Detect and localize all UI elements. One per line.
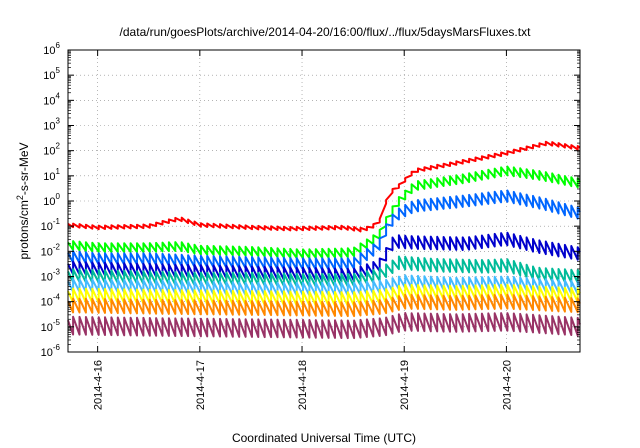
y-axis-title-suffix: -s-sr-MeV xyxy=(17,142,31,195)
y-tick-labels: 10-6 10-5 10-4 10-3 10-2 10-1 100 101 102 103 104 1… xyxy=(41,41,61,359)
y-tick-label: 101 xyxy=(43,167,60,183)
x-tick-label: 2014-4-17 xyxy=(195,360,207,410)
y-tick-label: 102 xyxy=(43,142,60,158)
y-tick-label: 105 xyxy=(43,66,60,82)
series-line-3 xyxy=(67,189,581,271)
y-axis-title-sup: 2 xyxy=(15,195,25,200)
x-tick-label: 2014-4-19 xyxy=(399,360,411,410)
y-tick-label: 10-4 xyxy=(41,293,61,309)
x-tick-labels: 2014-4-16 2014-4-17 2014-4-18 2014-4-19 2014… xyxy=(93,360,514,410)
y-tick-label: 100 xyxy=(43,192,60,208)
x-tick-label: 2014-4-16 xyxy=(93,360,105,410)
series-line-8 xyxy=(67,293,581,318)
series-line-9 xyxy=(67,312,581,340)
series-group xyxy=(67,140,581,340)
series-line-2 xyxy=(67,165,581,260)
y-tick-label: 10-5 xyxy=(41,318,61,334)
series-line-5 xyxy=(67,255,581,288)
y-tick-label: 10-6 xyxy=(41,343,61,359)
series-line-4 xyxy=(67,231,581,283)
series-line-7 xyxy=(67,283,581,307)
y-tick-label: 106 xyxy=(43,41,60,57)
y-axis-title-prefix: protons/cm xyxy=(17,200,31,259)
x-tick-label: 2014-4-20 xyxy=(501,360,513,410)
y-tick-label: 10-2 xyxy=(41,242,61,258)
y-axis-title: protons/cm2-s-sr-MeV xyxy=(15,142,31,259)
y-tick-label: 104 xyxy=(43,91,60,107)
y-tick-label: 10-1 xyxy=(41,217,61,233)
series-line-6 xyxy=(67,274,581,297)
chart-title: /data/run/goesPlots/archive/2014-04-20/1… xyxy=(120,25,532,39)
tick-marks xyxy=(68,49,580,353)
y-tick-label: 103 xyxy=(43,117,60,133)
x-axis-title: Coordinated Universal Time (UTC) xyxy=(232,431,416,445)
x-tick-label: 2014-4-18 xyxy=(297,360,309,410)
series-line-1 xyxy=(67,140,581,233)
y-tick-label: 10-3 xyxy=(41,268,61,284)
